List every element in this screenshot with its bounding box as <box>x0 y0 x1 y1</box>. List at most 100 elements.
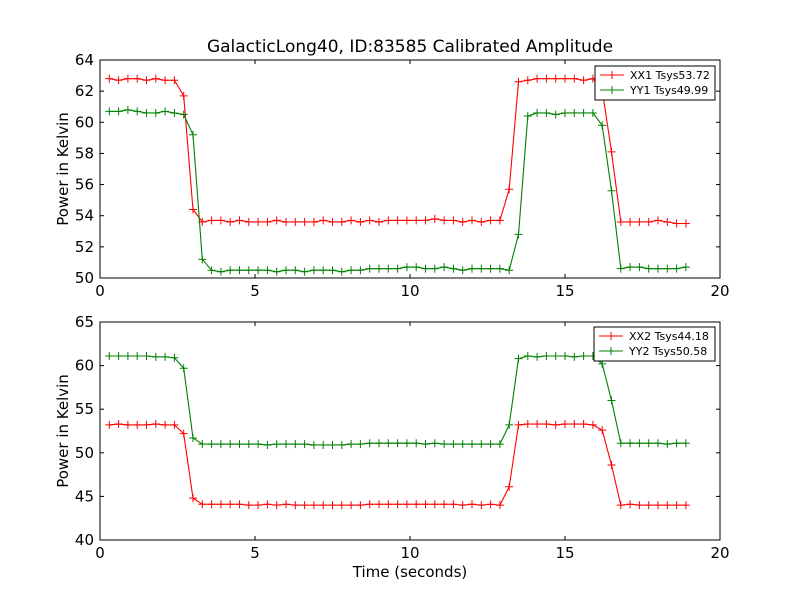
top-series-1-point <box>114 76 123 85</box>
top-y-tick-label: 64 <box>75 51 94 69</box>
bottom-series-1-point <box>421 500 430 509</box>
bottom-series-2-point <box>421 440 430 449</box>
bottom-y-tick-label: 50 <box>75 444 94 462</box>
top-series-2-point <box>412 263 421 272</box>
bottom-x-tick-label: 20 <box>710 544 729 562</box>
top-series-1-point <box>272 216 281 225</box>
top-series-1-point <box>365 216 374 225</box>
bottom-series-2-point <box>272 440 281 449</box>
top-series-1-point <box>505 185 514 194</box>
bottom-legend-swatch-1 <box>599 332 623 340</box>
top-series-1-point <box>654 216 662 225</box>
top-x-tick-label: 5 <box>250 282 260 300</box>
bottom-series-1-point <box>170 420 179 429</box>
bottom-series-1-point <box>616 501 625 510</box>
top-series-2-point <box>607 186 616 195</box>
bottom-series-1-point <box>468 500 476 509</box>
top-y-tick-label: 56 <box>75 176 94 194</box>
bottom-series-2-point <box>626 439 635 448</box>
top-series-2-point <box>495 264 504 273</box>
bottom-series-1-point <box>644 501 653 510</box>
bottom-series-2-point <box>309 440 318 449</box>
top-series-1-point <box>235 216 244 225</box>
bottom-series-1-point <box>235 500 244 509</box>
bottom-series-2-point <box>133 352 142 361</box>
top-series-1-point <box>375 217 383 226</box>
top-series-1-point <box>486 216 495 225</box>
top-series-1-point <box>170 76 179 85</box>
bottom-legend: XX2 Tsys44.18 YY2 Tsys50.58 <box>593 326 716 362</box>
bottom-series-1-point <box>402 500 411 509</box>
top-series-1-point <box>402 216 411 225</box>
bottom-series-2-point <box>189 433 197 442</box>
bottom-series-1-point <box>551 420 560 429</box>
top-series-2-point <box>319 266 328 275</box>
top-series-2-point <box>384 264 393 273</box>
bottom-series-2-point <box>430 439 439 448</box>
bottom-series-1-point <box>291 501 300 510</box>
bottom-series-1-point <box>514 420 523 429</box>
bottom-series-2-point <box>207 440 216 449</box>
top-series-2-point <box>337 267 346 276</box>
top-series-2-point <box>123 105 132 114</box>
top-series-1-point <box>133 74 142 83</box>
bottom-series-1-point <box>272 501 281 510</box>
bottom-series-2-point <box>607 396 616 405</box>
bottom-series-2-point <box>356 440 365 449</box>
top-series-2-point <box>514 230 523 239</box>
top-series-2-point <box>523 112 532 121</box>
bottom-series-2-point <box>216 440 225 449</box>
bottom-series-2-point <box>151 352 160 361</box>
top-series-1-point <box>216 216 225 225</box>
top-series-2-point <box>681 263 690 272</box>
bottom-series-1-point <box>393 500 402 509</box>
top-series-2-point <box>309 266 318 275</box>
bottom-series-1-point <box>114 420 123 429</box>
top-series-2-point <box>375 264 383 273</box>
top-legend-swatch-2 <box>600 86 624 94</box>
bottom-series-2-point <box>198 440 207 449</box>
top-series-2-point <box>672 264 681 273</box>
bottom-series-2-point <box>282 440 290 449</box>
top-series-1-point <box>356 217 365 226</box>
bottom-series-1-point <box>579 420 588 429</box>
x-axis-label: Time (seconds) <box>352 563 468 581</box>
bottom-series-1-point <box>263 500 272 509</box>
top-series-2-point <box>114 107 123 116</box>
bottom-series-2-point <box>514 354 523 363</box>
top-series-2-point <box>142 108 151 117</box>
top-series-2-point <box>282 266 290 275</box>
top-series-2-point <box>272 267 281 276</box>
bottom-series-1-point <box>123 420 132 429</box>
bottom-series-1-point <box>486 500 495 509</box>
top-series-2-point <box>477 264 486 273</box>
bottom-series-2-point <box>579 352 588 361</box>
bottom-series-2-point <box>412 439 421 448</box>
bottom-y-tick-label: 40 <box>75 531 94 549</box>
top-series-1-point <box>123 74 132 83</box>
top-series-1-point <box>468 216 476 225</box>
bottom-series-1-point <box>570 420 579 429</box>
top-series-1-point <box>393 216 402 225</box>
bottom-series-1-point <box>430 500 439 509</box>
top-series-1-point <box>607 147 616 156</box>
bottom-series-1-point <box>309 501 318 510</box>
top-series-2-point <box>440 263 449 272</box>
top-series-1-point <box>533 74 542 83</box>
top-series-2-point <box>151 108 160 117</box>
top-y-tick-label: 50 <box>75 269 94 287</box>
bottom-legend-box <box>593 326 716 362</box>
top-series-2-point <box>179 110 188 119</box>
bottom-series-1-point <box>300 501 309 510</box>
bottom-x-tick-label: 15 <box>555 544 574 562</box>
top-series-1-point <box>105 74 114 83</box>
bottom-series-1-point <box>179 429 188 438</box>
bottom-legend-label-1: XX2 Tsys44.18 <box>629 330 709 343</box>
bottom-series-2-point <box>468 440 476 449</box>
top-series-2-point <box>216 267 225 276</box>
top-series-1-point <box>254 217 263 226</box>
top-series-2-point <box>626 263 635 272</box>
top-series-1-point <box>579 76 588 85</box>
bottom-series-2-point <box>226 440 235 449</box>
